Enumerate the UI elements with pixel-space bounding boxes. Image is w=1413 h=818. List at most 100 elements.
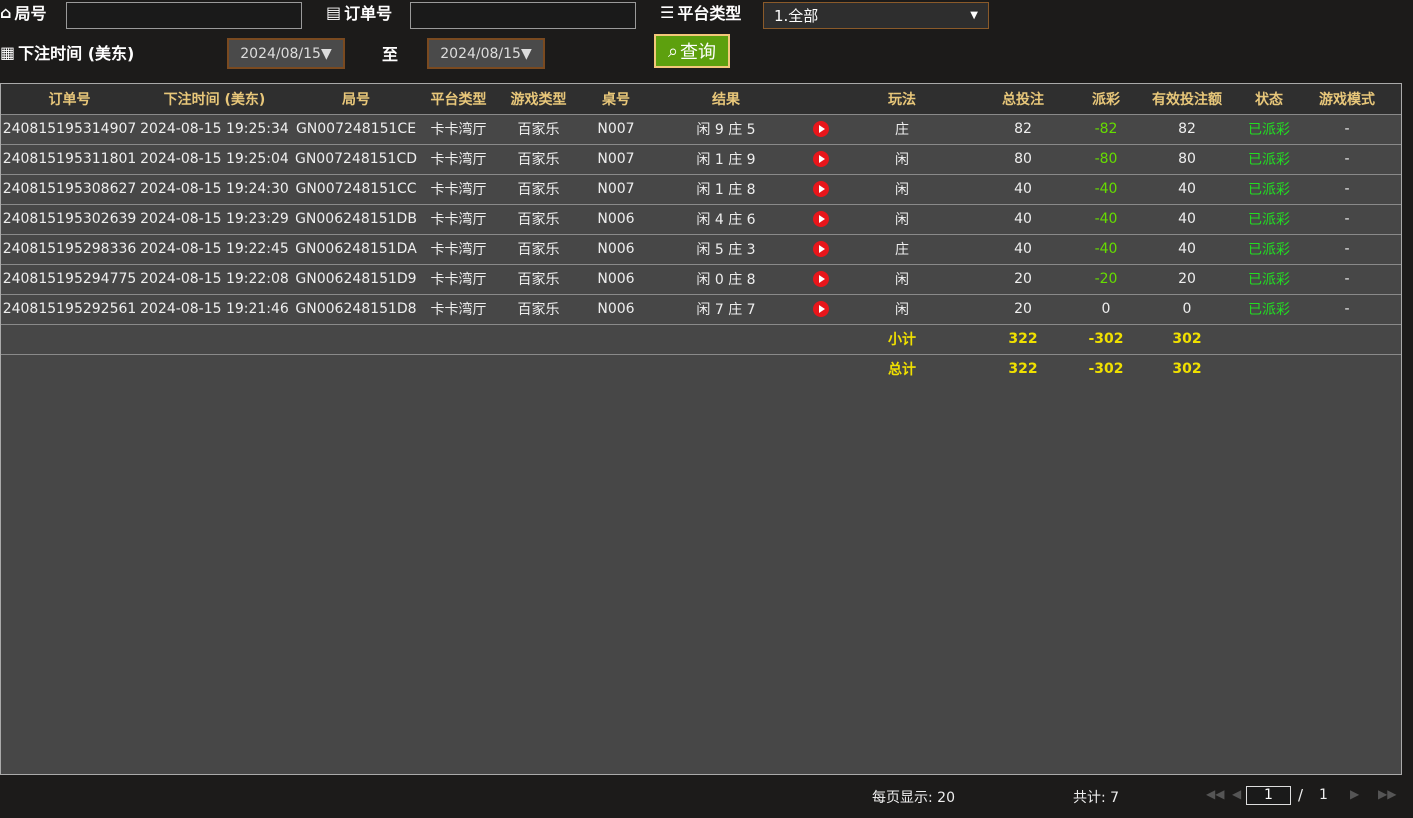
bet-time-cell: 2024-08-15 19:21:46 <box>138 293 291 324</box>
order-id-cell: 240815195292561 <box>1 293 138 324</box>
empty-cell <box>801 323 841 354</box>
last-page-icon[interactable]: ▶▶ <box>1378 787 1397 801</box>
play-icon[interactable] <box>813 301 829 317</box>
game-mode-cell: - <box>1293 143 1401 174</box>
replay-button[interactable] <box>801 233 841 264</box>
empty-cell <box>496 323 581 354</box>
empty-cell <box>291 323 421 354</box>
clipboard-icon: ▤ <box>326 2 342 22</box>
prev-page-icon[interactable]: ◀ <box>1232 787 1242 801</box>
order-id-cell: 240815195314907 <box>1 113 138 144</box>
round-id-cell: GN006248151D8 <box>291 293 421 324</box>
subtotal-row: 小计 322 -302 302 <box>1 323 1401 354</box>
play-icon[interactable] <box>813 271 829 287</box>
platform-cell: 卡卡湾厅 <box>421 293 496 324</box>
play-icon[interactable] <box>813 211 829 227</box>
table-id-cell: N006 <box>581 203 651 234</box>
status-cell: 已派彩 <box>1245 203 1293 234</box>
first-page-icon[interactable]: ◀◀ <box>1206 787 1225 801</box>
empty-cell <box>651 353 801 384</box>
play-icon[interactable] <box>813 121 829 137</box>
round-id-cell: GN007248151CC <box>291 173 421 204</box>
result-cell: 闲 5 庄 3 <box>651 233 801 264</box>
column-header: 游戏类型 <box>496 84 581 114</box>
platform-cell: 卡卡湾厅 <box>421 113 496 144</box>
status-cell: 已派彩 <box>1245 143 1293 174</box>
replay-button[interactable] <box>801 293 841 324</box>
replay-button[interactable] <box>801 173 841 204</box>
payout-cell: -40 <box>1083 233 1129 264</box>
play-icon[interactable] <box>813 181 829 197</box>
caret-down-icon: ▼ <box>520 45 532 62</box>
result-cell: 闲 0 庄 8 <box>651 263 801 294</box>
result-cell: 闲 9 庄 5 <box>651 113 801 144</box>
result-cell: 闲 4 庄 6 <box>651 203 801 234</box>
round-input[interactable] <box>66 2 302 29</box>
empty-cell <box>1293 353 1401 384</box>
platform-cell: 卡卡湾厅 <box>421 263 496 294</box>
subtotal-valid-bet: 302 <box>1129 323 1245 354</box>
platform-label: ☰ 平台类型 <box>660 2 742 24</box>
page-size: 每页显示: 20 <box>872 790 955 806</box>
empty-cell <box>1 323 138 354</box>
total-bet-cell: 82 <box>963 113 1083 144</box>
date-from-picker[interactable]: 2024/08/15 ▼ <box>227 38 345 69</box>
total-bet-cell: 20 <box>963 263 1083 294</box>
play-icon[interactable] <box>813 241 829 257</box>
round-id-cell: GN007248151CE <box>291 113 421 144</box>
status-cell: 已派彩 <box>1245 263 1293 294</box>
empty-cell <box>651 323 801 354</box>
total-total-bet: 322 <box>963 353 1083 384</box>
payout-cell: -80 <box>1083 143 1129 174</box>
calendar-icon: ▦ <box>0 42 16 62</box>
play-icon[interactable] <box>813 151 829 167</box>
payout-cell: -40 <box>1083 173 1129 204</box>
valid-bet-cell: 20 <box>1129 263 1245 294</box>
empty-cell <box>1 353 138 384</box>
tag-icon: ⌂ <box>0 2 12 22</box>
column-header: 平台类型 <box>421 84 496 114</box>
bet-type-cell: 庄 <box>841 233 963 264</box>
order-input[interactable] <box>410 2 636 29</box>
pagination-bar: 每页显示: 20 共计: 7 ◀◀ ◀ 1 / 1 ▶ ▶▶ <box>0 776 1413 818</box>
table-id-cell: N007 <box>581 113 651 144</box>
date-to-picker[interactable]: 2024/08/15 ▼ <box>427 38 545 69</box>
empty-cell <box>1245 353 1293 384</box>
bet-type-cell: 闲 <box>841 293 963 324</box>
platform-select[interactable]: 1.全部 ▼ <box>763 2 989 29</box>
column-header: 结果 <box>651 84 801 114</box>
game-type-cell: 百家乐 <box>496 233 581 264</box>
payout-cell: 0 <box>1083 293 1129 324</box>
column-header: 玩法 <box>841 84 963 114</box>
payout-cell: -20 <box>1083 263 1129 294</box>
query-button[interactable]: ⌕ 查询 <box>654 34 730 68</box>
replay-button[interactable] <box>801 203 841 234</box>
game-mode-cell: - <box>1293 293 1401 324</box>
bet-type-cell: 闲 <box>841 263 963 294</box>
total-bet-cell: 80 <box>963 143 1083 174</box>
page-input[interactable]: 1 <box>1246 786 1291 805</box>
caret-down-icon: ▼ <box>970 10 978 21</box>
empty-cell <box>801 353 841 384</box>
table-row: 240815195298336 2024-08-15 19:22:45 GN0062… <box>1 233 1401 264</box>
bet-type-cell: 闲 <box>841 173 963 204</box>
empty-cell <box>1293 323 1401 354</box>
time-label: ▦ 下注时间 (美东) <box>0 42 135 64</box>
next-page-icon[interactable]: ▶ <box>1350 787 1360 801</box>
total-bet-cell: 20 <box>963 293 1083 324</box>
bet-type-cell: 闲 <box>841 203 963 234</box>
replay-button[interactable] <box>801 143 841 174</box>
status-cell: 已派彩 <box>1245 293 1293 324</box>
column-header: 局号 <box>291 84 421 114</box>
total-label: 总计 <box>841 353 963 384</box>
replay-button[interactable] <box>801 263 841 294</box>
game-mode-cell: - <box>1293 113 1401 144</box>
game-mode-cell: - <box>1293 233 1401 264</box>
column-header: 派彩 <box>1083 84 1129 114</box>
valid-bet-cell: 80 <box>1129 143 1245 174</box>
game-type-cell: 百家乐 <box>496 173 581 204</box>
page-separator: / <box>1298 786 1304 804</box>
game-type-cell: 百家乐 <box>496 143 581 174</box>
empty-cell <box>138 323 291 354</box>
replay-button[interactable] <box>801 113 841 144</box>
